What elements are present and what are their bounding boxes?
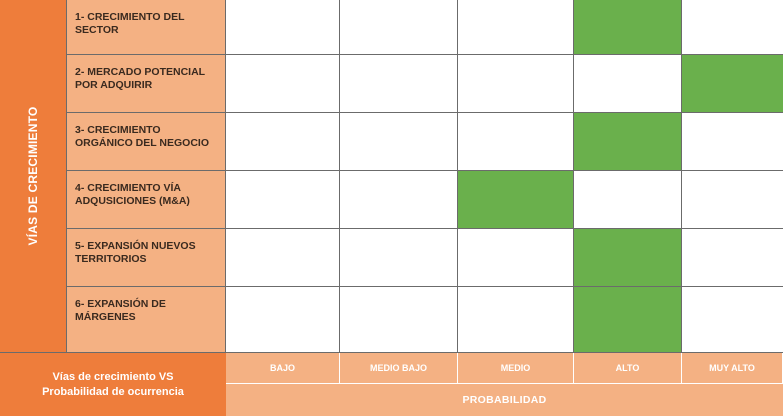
matrix-cell [682,229,783,286]
probability-level-label: BAJO [226,353,340,383]
matrix-row: 2- MERCADO POTENCIAL POR ADQUIRIR [67,54,783,112]
row-label-line1: 4- CRECIMIENTO VÍA [75,182,181,194]
matrix-cell [682,0,783,54]
matrix-row: 6- EXPANSIÓN DE MÁRGENES [67,286,783,352]
matrix-cell [340,55,458,112]
matrix-cell [340,0,458,54]
matrix-cell-selected [574,113,682,170]
matrix-row: 5- EXPANSIÓN NUEVOS TERRITORIOS [67,228,783,286]
footer-title: Vías de crecimiento VS Probabilidad de o… [0,352,226,416]
matrix-cell [340,287,458,352]
matrix-cell [226,55,340,112]
row-label-line2: ORGÁNICO DEL NEGOCIO [75,137,209,149]
matrix-cell [340,229,458,286]
probability-level-label: MEDIO BAJO [340,353,458,383]
matrix-cell [458,0,574,54]
matrix-cell [682,113,783,170]
probability-level-label: MUY ALTO [682,353,783,383]
row-label-line2: SECTOR [75,24,119,36]
matrix-cell [458,55,574,112]
matrix-grid: 1- CRECIMIENTO DEL SECTOR 2- MERCADO POTEN… [67,0,783,352]
row-label: 5- EXPANSIÓN NUEVOS TERRITORIOS [67,229,226,286]
matrix-cell [340,171,458,228]
row-label-line1: 3- CRECIMIENTO [75,124,161,136]
matrix-cell [458,229,574,286]
matrix-cell [340,113,458,170]
probability-level-label: MEDIO [458,353,574,383]
row-label: 3- CRECIMIENTO ORGÁNICO DEL NEGOCIO [67,113,226,170]
probability-level-label: ALTO [574,353,682,383]
matrix-cell-selected [458,171,574,228]
row-label-line2: TERRITORIOS [75,253,147,265]
row-label: 2- MERCADO POTENCIAL POR ADQUIRIR [67,55,226,112]
matrix-cell-selected [682,55,783,112]
row-label-line2: ADQUSICIONES (M&A) [75,195,190,207]
row-label-line1: 2- MERCADO POTENCIAL [75,66,206,78]
row-label-line1: 1- CRECIMIENTO DEL [75,11,185,23]
matrix-cell [574,171,682,228]
matrix-row: 3- CRECIMIENTO ORGÁNICO DEL NEGOCIO [67,112,783,170]
matrix-cell-selected [574,287,682,352]
matrix-cell [458,287,574,352]
matrix-cell-selected [574,229,682,286]
row-label: 1- CRECIMIENTO DEL SECTOR [67,0,226,54]
matrix-cell [226,229,340,286]
footer-title-line2: Probabilidad de ocurrencia [42,386,184,398]
matrix-cell [574,55,682,112]
row-label: 6- EXPANSIÓN DE MÁRGENES [67,287,226,352]
matrix-cell [226,113,340,170]
row-label-line1: 5- EXPANSIÓN NUEVOS [75,240,196,252]
matrix-cell [226,0,340,54]
side-label-text: VÍAS DE CRECIMIENTO [26,106,40,246]
row-label-line2: POR ADQUIRIR [75,79,153,91]
matrix-row: 4- CRECIMIENTO VÍA ADQUSICIONES (M&A) [67,170,783,228]
probability-axis-label: PROBABILIDAD [226,384,783,416]
matrix-cell-selected [574,0,682,54]
row-label: 4- CRECIMIENTO VÍA ADQUSICIONES (M&A) [67,171,226,228]
row-label-line1: 6- EXPANSIÓN DE [75,298,166,310]
matrix-row: 1- CRECIMIENTO DEL SECTOR [67,0,783,54]
matrix-cell [226,171,340,228]
matrix-cell [458,113,574,170]
matrix-cell [226,287,340,352]
side-label-panel: VÍAS DE CRECIMIENTO [0,0,67,352]
footer-title-line1: Vías de crecimiento VS [52,371,174,383]
matrix-cell [682,171,783,228]
probability-levels: BAJO MEDIO BAJO MEDIO ALTO MUY ALTO [226,352,783,383]
row-label-line2: MÁRGENES [75,311,136,323]
matrix-cell [682,287,783,352]
